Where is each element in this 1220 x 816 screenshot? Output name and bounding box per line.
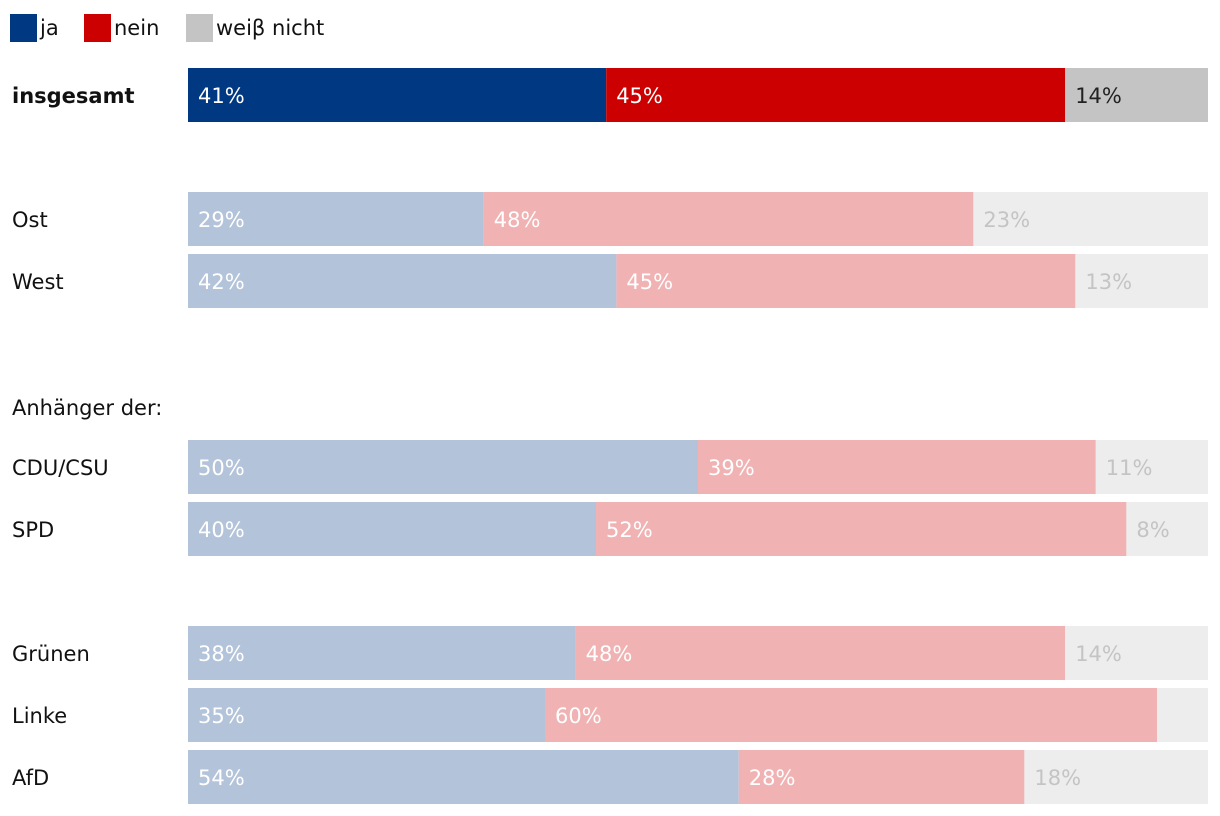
data-label-nein: 48% [586, 642, 633, 666]
bar-row: West 42% 45% 13% [12, 254, 1208, 308]
data-label-ja: 35% [198, 704, 245, 728]
row-label: Ost [12, 208, 48, 232]
row-label: Grünen [12, 642, 90, 666]
bar-segment-ja [188, 192, 484, 246]
bar-segment-weiss_nicht [1075, 254, 1208, 308]
data-label-nein: 60% [555, 704, 602, 728]
bar-segment-ja [188, 254, 617, 308]
bar-segment-ja [188, 626, 576, 680]
data-label-ja: 41% [198, 84, 245, 108]
bar-segment-nein [483, 192, 974, 246]
legend-swatch-nein [84, 14, 111, 42]
bar-segment-weiss_nicht [1095, 440, 1208, 494]
data-label-ja: 50% [198, 456, 245, 480]
legend-label-nein: nein [114, 16, 159, 40]
data-label-weiss_nicht: 18% [1034, 766, 1081, 790]
data-label-weiss_nicht: 14% [1075, 642, 1122, 666]
bar-segment-weiss_nicht [1065, 68, 1208, 122]
bar-segment-ja [188, 440, 698, 494]
bar-segment-nein [738, 750, 1025, 804]
bar-row: CDU/CSU 50% 39% 11% [12, 440, 1208, 494]
data-label-ja: 38% [198, 642, 245, 666]
data-label-weiss_nicht: 14% [1075, 84, 1122, 108]
data-label-weiss_nicht: 13% [1085, 270, 1132, 294]
bar-segment-weiss_nicht [1126, 502, 1208, 556]
bar-row: SPD 40% 52% 8% [12, 502, 1208, 556]
legend-label-weiss_nicht: weiβ nicht [216, 16, 324, 40]
bar-segment-nein [545, 688, 1157, 742]
legend-swatch-weiss_nicht [186, 14, 213, 42]
data-label-nein: 48% [494, 208, 541, 232]
row-label: CDU/CSU [12, 456, 109, 480]
data-label-ja: 54% [198, 766, 245, 790]
bar-row: Ost 29% 48% 23% [12, 192, 1208, 246]
bar-row: AfD 54% 28% 18% [12, 750, 1208, 804]
bar-row: insgesamt 41% 45% 14% [12, 68, 1208, 122]
legend-swatch-ja [10, 14, 37, 42]
bar-row: Grünen 38% 48% 14% [12, 626, 1208, 680]
bar-segment-ja [188, 750, 739, 804]
bar-segment-ja [188, 688, 545, 742]
row-label: West [12, 270, 64, 294]
data-label-ja: 29% [198, 208, 245, 232]
bar-segment-ja [188, 502, 596, 556]
data-label-ja: 42% [198, 270, 245, 294]
data-label-weiss_nicht: 8% [1136, 518, 1169, 542]
data-label-nein: 52% [606, 518, 653, 542]
data-label-nein: 45% [616, 84, 663, 108]
section-label-anhaenger: Anhänger der: [12, 396, 162, 420]
data-label-nein: 39% [708, 456, 755, 480]
bar-segment-weiss_nicht [1065, 626, 1208, 680]
row-label: SPD [12, 518, 54, 542]
bar-segment-nein [606, 68, 1066, 122]
legend: ja nein weiβ nicht [10, 14, 324, 42]
row-label: Linke [12, 704, 67, 728]
row-label: insgesamt [12, 84, 135, 108]
bar-segment-nein [698, 440, 1096, 494]
bar-segment-weiss_nicht [973, 192, 1208, 246]
chart-rows: insgesamt 41% 45% 14% Ost 29% 48% 23% West 42% 45%… [12, 68, 1208, 804]
bar-row: Linke 35% 60% [12, 688, 1208, 742]
data-label-nein: 28% [749, 766, 796, 790]
row-label: AfD [12, 766, 49, 790]
data-label-ja: 40% [198, 518, 245, 542]
bar-segment-ja [188, 68, 607, 122]
bar-segment-weiss_nicht [1157, 688, 1208, 742]
bar-segment-weiss_nicht [1024, 750, 1208, 804]
bar-segment-nein [616, 254, 1076, 308]
data-label-weiss_nicht: 11% [1106, 456, 1153, 480]
data-label-nein: 45% [626, 270, 673, 294]
bar-segment-nein [596, 502, 1127, 556]
legend-label-ja: ja [39, 16, 59, 40]
data-label-weiss_nicht: 23% [983, 208, 1030, 232]
section-labels: Anhänger der: [12, 396, 162, 420]
bar-segment-nein [575, 626, 1066, 680]
